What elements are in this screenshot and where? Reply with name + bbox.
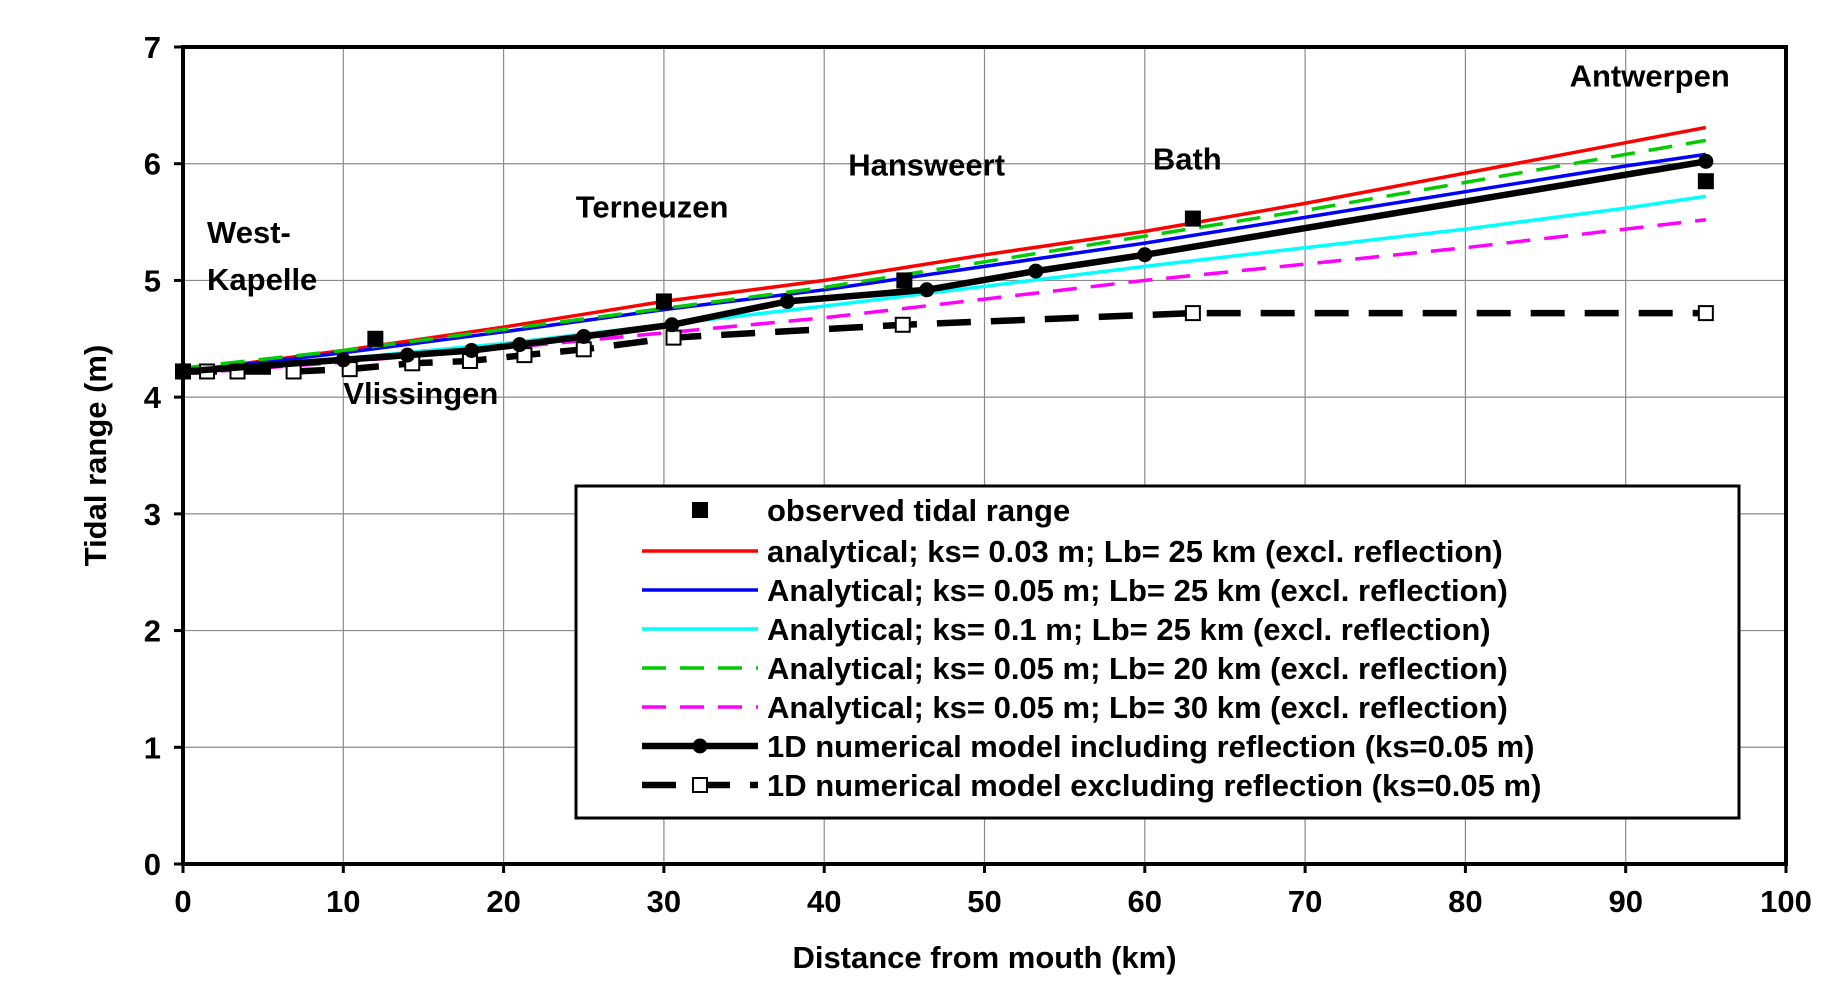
data-point [1184,305,1201,322]
legend-label: analytical; ks= 0.03 m; Lb= 25 km (excl.… [767,534,1503,569]
legend-marker [692,502,708,518]
data-point [1697,173,1714,190]
data-point [1698,153,1714,169]
x-tick-label: 90 [1608,884,1642,919]
series-line [182,194,1707,374]
y-tick-label: 1 [144,730,161,765]
axis-ticks: 0 10 20 30 40 50 60 70 80 90 100 0 1 2 3 4 5 6 7 [144,30,1812,919]
station-label: Vlissingen [343,376,498,411]
x-tick-label: 0 [174,884,191,919]
x-tick-label: 80 [1448,884,1482,919]
series-0 [175,173,1714,380]
x-axis-title: Distance from mouth (km) [792,940,1176,975]
series-line [182,138,1707,370]
legend-label: 1D numerical model excluding reflection … [767,768,1541,803]
y-tick-label: 7 [144,30,161,65]
data-point [512,337,528,353]
x-tick-label: 20 [486,884,520,919]
legend-label: Analytical; ks= 0.05 m; Lb= 20 km (excl.… [767,651,1508,686]
y-tick-label: 4 [144,380,162,415]
legend-marker [692,777,708,793]
x-tick-label: 60 [1128,884,1162,919]
data-point [919,282,935,298]
legend: observed tidal range analytical; ks= 0.03… [574,484,1741,820]
data-point [399,347,415,363]
series-3 [182,194,1707,374]
y-tick-label: 6 [144,147,161,182]
y-tick-label: 0 [144,847,161,882]
legend-label: observed tidal range [767,493,1070,528]
y-tick-label: 3 [144,497,161,532]
data-point [335,352,351,368]
series-2 [182,152,1707,374]
y-tick-label: 2 [144,614,161,649]
data-point [1137,247,1153,263]
data-point [575,341,592,358]
data-point [1184,210,1201,227]
data-point [655,293,672,310]
legend-label: Analytical; ks= 0.1 m; Lb= 25 km (excl. … [767,612,1491,647]
legend-marker [692,738,708,754]
data-point [664,317,680,333]
data-series [175,125,1714,380]
x-tick-label: 40 [807,884,841,919]
data-point [894,316,911,333]
data-point [1697,305,1714,322]
station-label: Antwerpen [1570,59,1730,94]
station-annotations: West- Kapelle Vlissingen Terneuzen Hansweert… [207,59,1730,411]
data-point [779,293,795,309]
series-line [182,152,1707,374]
data-point [464,342,480,358]
y-axis-title: Tidal range (m) [78,345,113,567]
station-label: Terneuzen [576,189,729,224]
legend-box [574,484,1741,820]
x-tick-label: 10 [326,884,360,919]
data-point [576,328,592,344]
data-point [1028,263,1044,279]
station-label: West- [207,215,291,250]
x-tick-label: 70 [1288,884,1322,919]
legend-label: Analytical; ks= 0.05 m; Lb= 25 km (excl.… [767,573,1508,608]
station-label: Kapelle [207,262,317,297]
legend-label: Analytical; ks= 0.05 m; Lb= 30 km (excl.… [767,690,1508,725]
y-tick-label: 5 [144,263,161,298]
station-label: Bath [1153,142,1222,177]
series-line [182,158,1707,375]
station-label: Hansweert [848,147,1005,182]
x-tick-label: 50 [967,884,1001,919]
x-tick-label: 100 [1760,884,1812,919]
legend-label: 1D numerical model including reflection … [767,729,1534,764]
x-tick-label: 30 [647,884,681,919]
data-point [665,329,682,346]
series-4 [182,138,1707,370]
data-point [896,272,913,289]
data-point [367,330,384,347]
